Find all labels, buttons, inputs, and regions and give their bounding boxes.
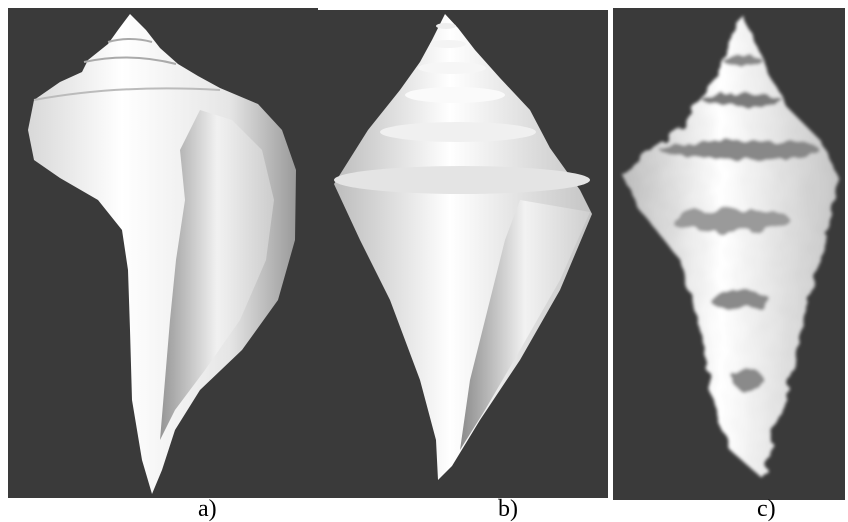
panel-label: b): [498, 496, 518, 522]
panel-label: c): [757, 496, 776, 522]
figure: a) b) c): [0, 0, 848, 522]
shell-renderings: [0, 0, 848, 522]
panel-label: a): [198, 496, 217, 522]
